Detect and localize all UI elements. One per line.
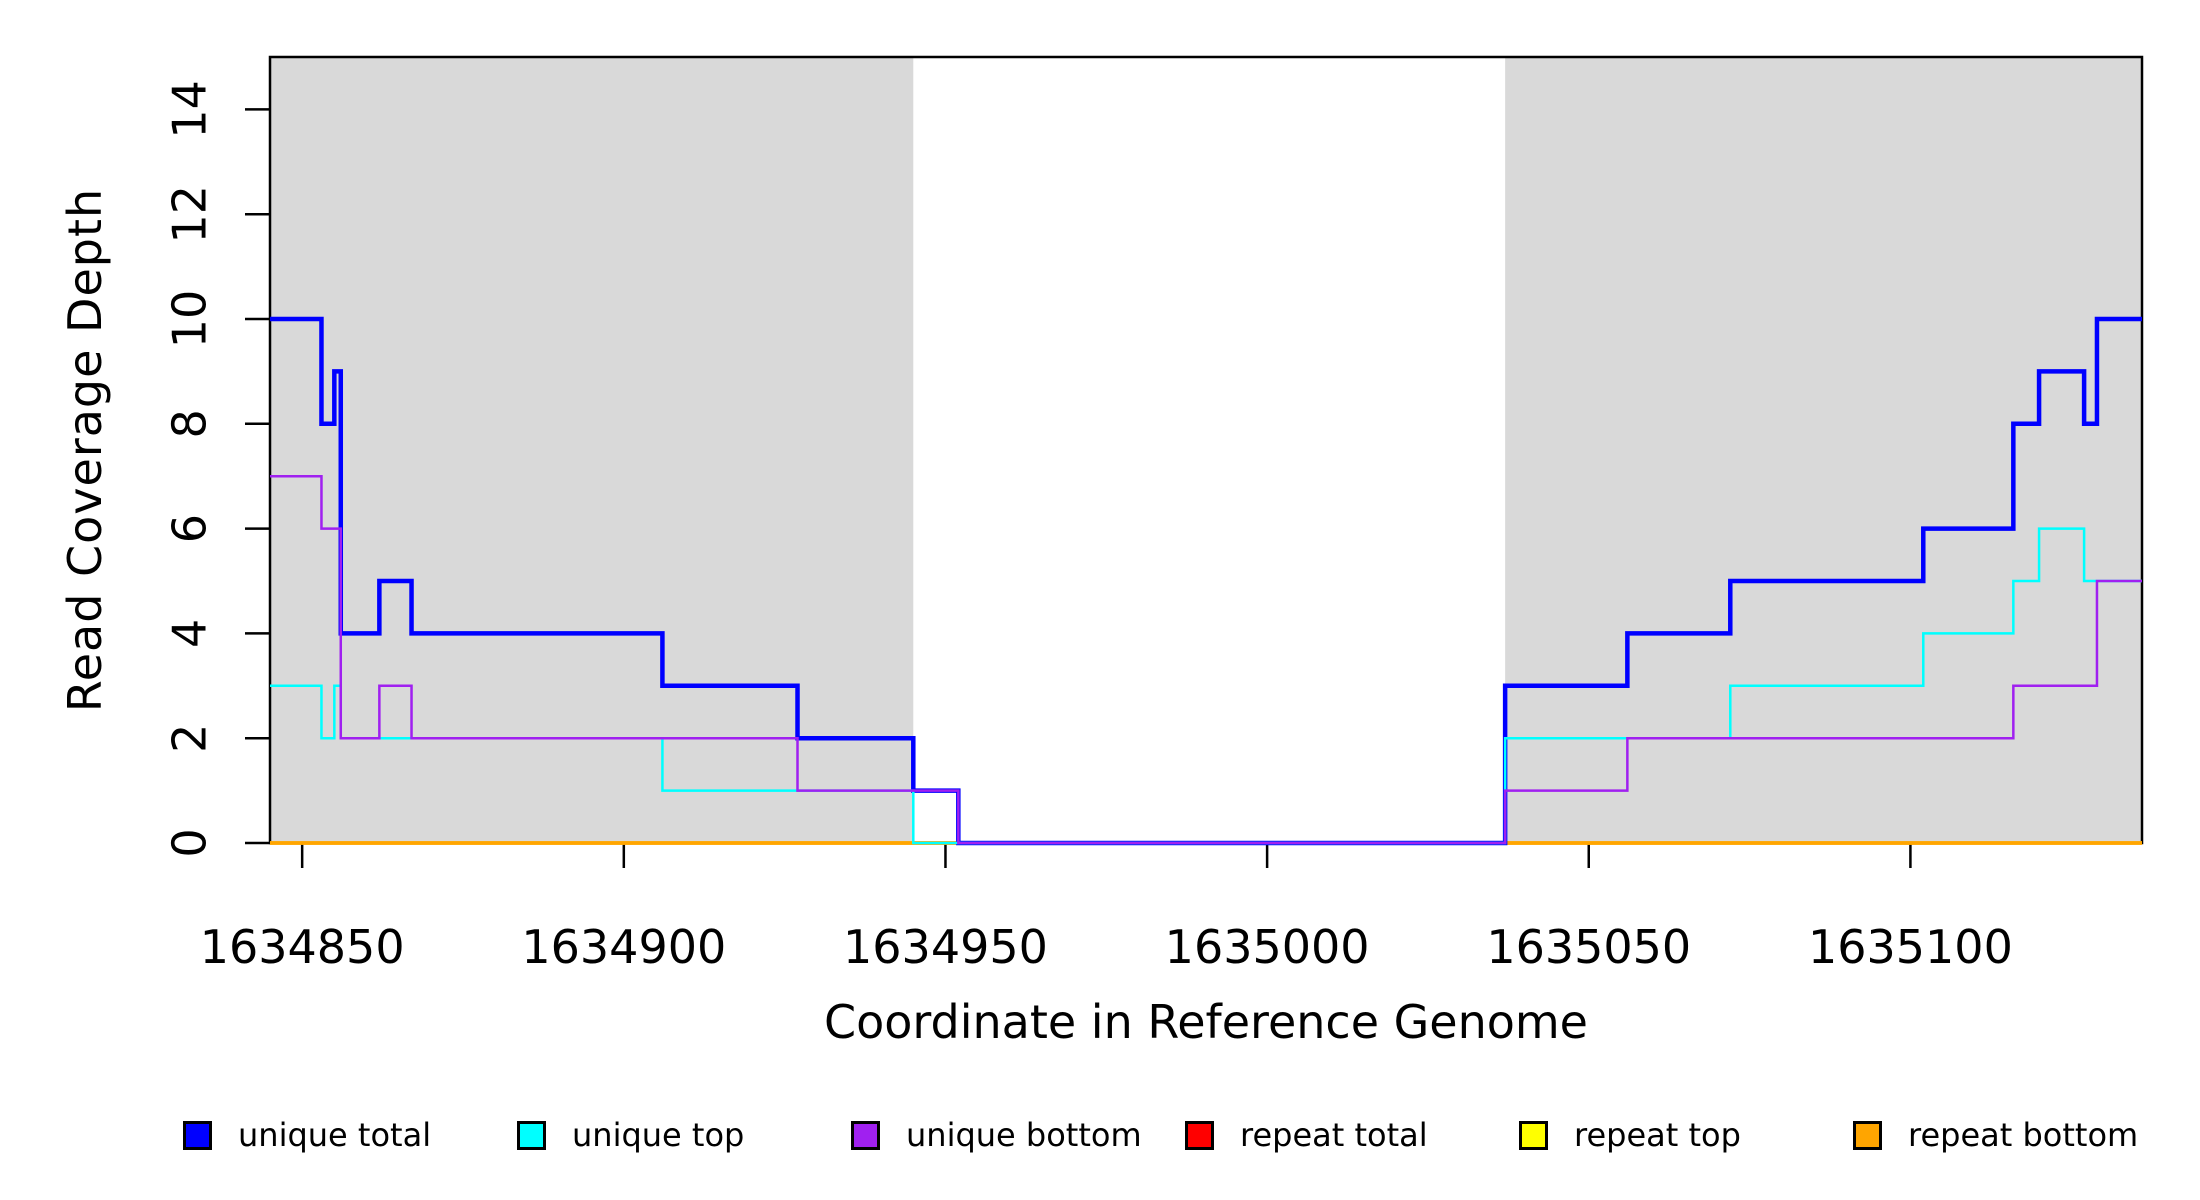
x-tick-label: 1635050 [1486,920,1691,974]
y-axis-title: Read Coverage Depth [58,187,112,713]
shaded-region [1505,57,2142,843]
y-tick-label: 12 [163,185,217,244]
y-tick-label: 14 [163,80,217,139]
y-tick-label: 0 [163,828,217,857]
y-tick-label: 6 [163,514,217,543]
x-tick-label: 1634900 [521,920,726,974]
y-tick-label: 2 [163,724,217,753]
x-axis-title: Coordinate in Reference Genome [824,995,1588,1049]
y-tick-label: 4 [163,619,217,648]
shaded-region [270,57,914,843]
y-tick-label: 10 [163,290,217,349]
x-tick-label: 1635000 [1165,920,1370,974]
x-tick-label: 1634850 [200,920,405,974]
x-tick-label: 1635100 [1808,920,2013,974]
y-tick-label: 8 [163,409,217,438]
x-tick-label: 1634950 [843,920,1048,974]
series-unique-bottom [270,474,2142,845]
